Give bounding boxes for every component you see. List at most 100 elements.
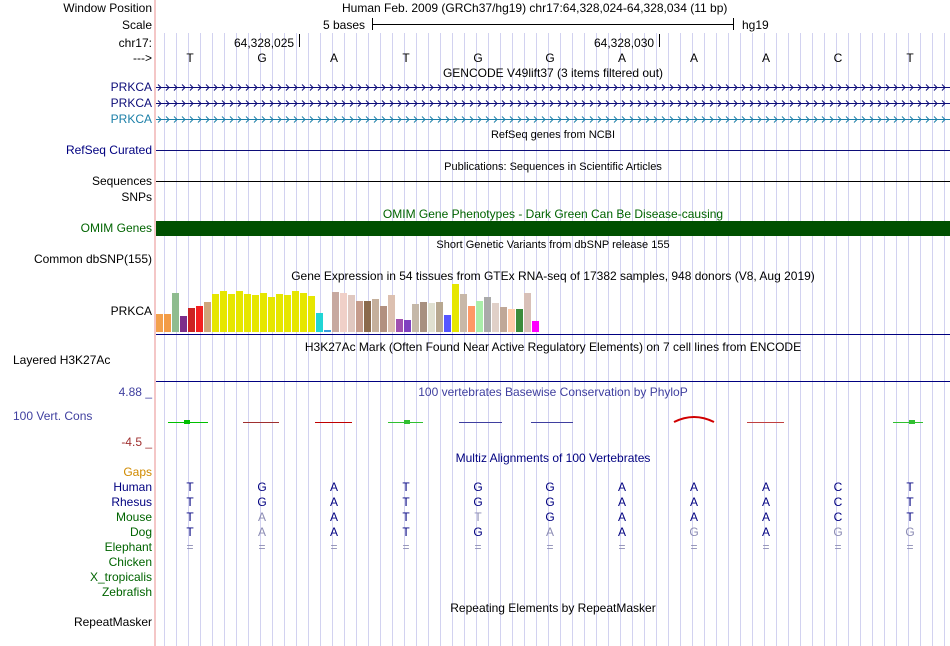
gtex-tissue-bar [356,301,363,332]
scale-assembly: hg19 [742,18,769,32]
aligned-base: = [330,540,338,554]
aligned-base: T [402,495,410,509]
publications-track-label[interactable]: Sequences [91,174,152,188]
omim-track-title[interactable]: OMIM Gene Phenotypes - Dark Green Can Be… [382,207,724,221]
aligned-base: G [473,495,483,509]
h3k27ac-track-title[interactable]: H3K27Ac Mark (Often Found Near Active Re… [304,340,802,354]
multiz-species-label[interactable]: Chicken [108,555,152,569]
aligned-base: G [257,495,267,509]
reference-base: A [689,51,698,65]
omim-feature-block[interactable] [156,221,950,236]
aligned-base: C [833,480,843,494]
aligned-base: T [186,480,194,494]
gtex-tissue-bar [332,292,339,332]
aligned-base: A [761,510,770,524]
gtex-tissue-bar [516,309,523,332]
gtex-tissue-bar [524,293,531,332]
gtex-tissue-bar [364,301,371,332]
reference-base: T [906,51,914,65]
coordinate-tick-mark-2 [659,34,660,47]
gencode-item-label-3[interactable]: PRKCA [110,112,152,126]
gtex-tissue-bar [260,293,267,332]
reference-base: G [473,51,483,65]
gtex-tissue-bar [412,304,419,332]
gtex-track-label[interactable]: PRKCA [110,304,152,318]
gtex-track-title[interactable]: Gene Expression in 54 tissues from GTEx … [291,269,815,283]
phylop-track-label[interactable]: 100 Vert. Cons [13,409,93,423]
gtex-tissue-bar [436,302,443,332]
dbsnp-track-label[interactable]: Common dbSNP(155) [33,252,152,266]
gtex-tissue-bar [244,294,251,332]
refseq-feature-line[interactable] [156,150,950,151]
gtex-tissue-bar [220,291,227,332]
aligned-base: G [545,495,555,509]
aligned-base: A [257,525,266,539]
phylop-track-title[interactable]: 100 vertebrates Basewise Conservation by… [418,385,688,399]
aligned-base: = [762,540,770,554]
multiz-species-label[interactable]: Rhesus [111,495,152,509]
aligned-base: G [545,510,555,524]
gtex-tissue-bar [428,303,435,332]
gtex-tissue-bar [180,316,187,332]
gtex-tissue-bar [484,297,491,332]
aligned-base: C [833,510,843,524]
gtex-tissue-bar [268,297,275,332]
refseq-track-label[interactable]: RefSeq Curated [65,143,152,157]
publications-track-title[interactable]: Publications: Sequences in Scientific Ar… [444,161,662,173]
left-track-separator [154,0,156,646]
gencode-item-label-2[interactable]: PRKCA [110,96,152,110]
gtex-tissue-bar [276,294,283,332]
scale-bar [372,18,734,30]
gencode-track-title[interactable]: GENCODE V49lift37 (3 items filtered out) [442,66,664,80]
aligned-base: A [257,510,266,524]
multiz-species-label[interactable]: X_tropicalis [89,570,152,584]
gtex-tissue-bar [348,295,355,332]
aligned-base: A [761,525,770,539]
h3k27ac-track-label[interactable]: Layered H3K27Ac [13,353,111,367]
refseq-track-title[interactable]: RefSeq genes from NCBI [490,129,616,141]
multiz-track-title[interactable]: Multiz Alignments of 100 Vertebrates [455,451,651,465]
coordinate-tick-2: 64,328,030 [594,36,655,50]
aligned-base: = [546,540,554,554]
multiz-gaps-label[interactable]: Gaps [123,465,152,479]
gtex-tissue-bar [468,306,475,332]
multiz-species-label[interactable]: Human [113,480,152,494]
chrom-label: chr17: [118,36,152,50]
repeatmasker-track-label[interactable]: RepeatMasker [73,615,152,629]
aligned-base: G [905,525,915,539]
gtex-tissue-bar [340,293,347,332]
scale-bases-text: 5 bases [323,18,366,32]
omim-track-label[interactable]: OMIM Genes [80,221,152,235]
multiz-species-label[interactable]: Dog [129,525,152,539]
gencode-strand-chevrons [157,116,946,123]
multiz-species-label[interactable]: Zebrafish [101,585,152,599]
aligned-base: G [473,480,483,494]
gtex-tissue-bar [308,296,315,332]
publications-feature-line[interactable] [156,181,950,182]
aligned-base: T [906,480,914,494]
gencode-strand-chevrons [157,100,946,107]
multiz-species-label[interactable]: Mouse [115,510,152,524]
dbsnp-track-title[interactable]: Short Genetic Variants from dbSNP releas… [436,239,670,251]
snps-track-label[interactable]: SNPs [121,190,152,204]
multiz-species-label[interactable]: Elephant [104,540,152,554]
reference-base: A [329,51,338,65]
aligned-base: = [186,540,194,554]
gtex-tissue-bar [508,309,515,332]
coordinate-tick-1: 64,328,025 [234,36,295,50]
aligned-base: A [329,525,338,539]
gtex-tissue-bar [460,294,467,332]
aligned-base: A [617,525,626,539]
aligned-base: = [834,540,842,554]
gtex-tissue-bar [156,314,163,332]
reference-base: A [761,51,770,65]
phylop-score-mark [184,420,190,424]
window-position-label: Window Position [63,1,152,15]
gencode-item-label-1[interactable]: PRKCA [110,80,152,94]
gtex-tissue-bar [172,293,179,332]
reference-base: T [402,51,410,65]
aligned-base: A [329,495,338,509]
aligned-base: A [689,480,698,494]
repeatmasker-track-title[interactable]: Repeating Elements by RepeatMasker [450,601,656,615]
